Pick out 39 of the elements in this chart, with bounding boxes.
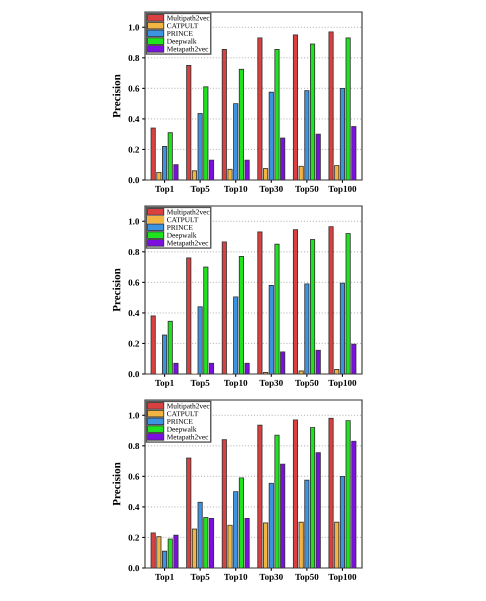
y-tick-label: 0.2 xyxy=(128,340,140,347)
x-tick-label: Top1 xyxy=(155,380,174,388)
y-tick-label: 0.0 xyxy=(128,371,140,378)
y-tick-label: 0.4 xyxy=(128,504,140,510)
x-tick-label: Top10 xyxy=(224,380,248,388)
y-axis-title: Precision xyxy=(112,268,120,312)
y-tick-label: 0.0 xyxy=(128,565,140,572)
x-tick-label: Top100 xyxy=(328,186,356,194)
y-tick-label: 0.6 xyxy=(128,279,140,286)
y-tick-label: 0.6 xyxy=(128,85,140,92)
x-tick-label: Top100 xyxy=(328,380,356,388)
y-tick-label: 0.6 xyxy=(128,473,140,480)
y-tick-label: 0.4 xyxy=(128,116,140,122)
x-tick-label: Top5 xyxy=(190,380,210,388)
x-tick-label: Top30 xyxy=(260,574,283,582)
x-tick-label: Top30 xyxy=(260,186,283,194)
x-tick-label: Top5 xyxy=(190,574,210,582)
y-tick-label: 0.4 xyxy=(128,310,140,316)
y-tick-label: 0.0 xyxy=(128,177,140,184)
y-tick-label: 0.2 xyxy=(128,146,140,153)
x-tick-label: Top5 xyxy=(190,186,210,194)
x-tick-label: Top50 xyxy=(295,186,318,194)
y-tick-label: 1.0 xyxy=(128,24,140,31)
y-axis-title: Precision xyxy=(112,74,120,118)
y-tick-label: 0.8 xyxy=(128,54,140,62)
x-tick-label: Top1 xyxy=(155,186,174,194)
x-tick-label: Top50 xyxy=(295,574,318,582)
y-axis-title: Precision xyxy=(112,462,120,506)
x-tick-label: Top10 xyxy=(224,186,248,194)
y-tick-label: 1.0 xyxy=(128,412,140,419)
y-tick-label: 1.0 xyxy=(128,218,140,225)
x-tick-label: Top10 xyxy=(224,574,248,582)
x-tick-label: Top30 xyxy=(260,380,283,388)
x-tick-label: Top100 xyxy=(328,574,356,582)
x-tick-label: Top50 xyxy=(295,380,318,388)
y-tick-label: 0.8 xyxy=(128,442,140,450)
y-tick-label: 0.8 xyxy=(128,248,140,256)
y-tick-label: 0.2 xyxy=(128,534,140,541)
x-tick-label: Top1 xyxy=(155,574,174,582)
